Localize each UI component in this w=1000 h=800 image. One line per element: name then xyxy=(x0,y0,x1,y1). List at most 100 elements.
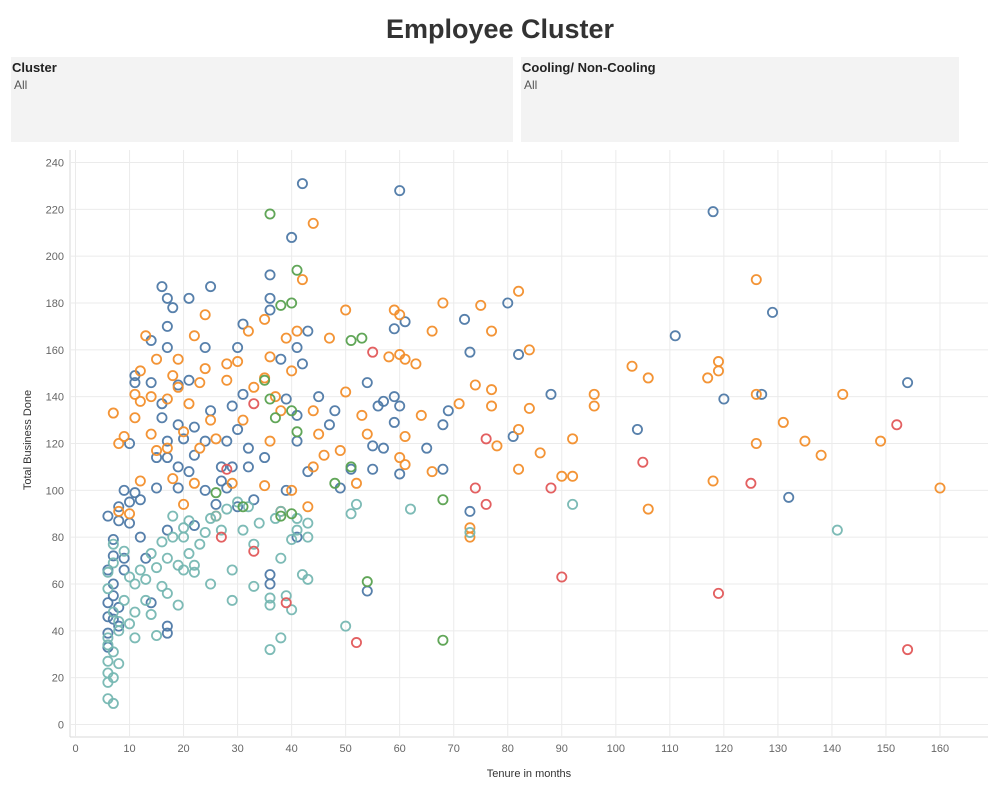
data-point[interactable] xyxy=(124,508,136,520)
data-point[interactable] xyxy=(113,501,125,513)
data-point[interactable] xyxy=(642,372,654,384)
data-point[interactable] xyxy=(837,388,849,400)
data-point[interactable] xyxy=(172,381,184,393)
data-point[interactable] xyxy=(259,452,271,464)
data-point[interactable] xyxy=(399,459,411,471)
data-point[interactable] xyxy=(107,646,119,658)
cluster-filter[interactable]: Cluster All xyxy=(11,57,513,142)
data-point[interactable] xyxy=(712,365,724,377)
data-point[interactable] xyxy=(124,437,136,449)
data-point[interactable] xyxy=(286,484,298,496)
data-point[interactable] xyxy=(712,587,724,599)
data-point[interactable] xyxy=(102,597,114,609)
data-point[interactable] xyxy=(215,524,227,536)
data-point[interactable] xyxy=(248,580,260,592)
data-point[interactable] xyxy=(194,377,206,389)
data-point[interactable] xyxy=(188,421,200,433)
data-point[interactable] xyxy=(221,463,233,475)
data-point[interactable] xyxy=(161,435,173,447)
data-point[interactable] xyxy=(178,498,190,510)
data-point[interactable] xyxy=(361,576,373,588)
data-point[interactable] xyxy=(275,552,287,564)
data-point[interactable] xyxy=(486,400,498,412)
data-point[interactable] xyxy=(502,297,514,309)
data-point[interactable] xyxy=(534,447,546,459)
data-point[interactable] xyxy=(107,550,119,562)
data-point[interactable] xyxy=(151,452,163,464)
data-point[interactable] xyxy=(523,402,535,414)
data-point[interactable] xyxy=(750,274,762,286)
data-point[interactable] xyxy=(232,356,244,368)
cluster-filter-value[interactable]: All xyxy=(14,78,28,92)
data-point[interactable] xyxy=(367,346,379,358)
data-point[interactable] xyxy=(161,320,173,332)
data-point[interactable] xyxy=(102,632,114,644)
data-point[interactable] xyxy=(205,414,217,426)
data-point[interactable] xyxy=(318,449,330,461)
data-point[interactable] xyxy=(178,426,190,438)
data-point[interactable] xyxy=(394,309,406,321)
data-point[interactable] xyxy=(372,400,384,412)
data-point[interactable] xyxy=(345,508,357,520)
data-point[interactable] xyxy=(226,461,238,473)
data-point[interactable] xyxy=(140,594,152,606)
data-point[interactable] xyxy=(361,585,373,597)
data-point[interactable] xyxy=(188,559,200,571)
data-point[interactable] xyxy=(377,442,389,454)
data-point[interactable] xyxy=(264,208,276,220)
data-point[interactable] xyxy=(161,341,173,353)
data-point[interactable] xyxy=(161,627,173,639)
cooling-filter-value[interactable]: All xyxy=(524,78,538,92)
data-point[interactable] xyxy=(475,299,487,311)
data-point[interactable] xyxy=(167,473,179,485)
data-point[interactable] xyxy=(102,583,114,595)
data-point[interactable] xyxy=(118,564,130,576)
data-point[interactable] xyxy=(902,377,914,389)
data-point[interactable] xyxy=(242,461,254,473)
data-point[interactable] xyxy=(291,435,303,447)
data-point[interactable] xyxy=(631,423,643,435)
data-point[interactable] xyxy=(124,571,136,583)
data-point[interactable] xyxy=(513,463,525,475)
data-point[interactable] xyxy=(286,297,298,309)
data-point[interactable] xyxy=(523,344,535,356)
data-point[interactable] xyxy=(269,512,281,524)
data-point[interactable] xyxy=(183,466,195,478)
data-point[interactable] xyxy=(118,484,130,496)
data-point[interactable] xyxy=(210,510,222,522)
data-point[interactable] xyxy=(156,281,168,293)
data-point[interactable] xyxy=(188,449,200,461)
data-point[interactable] xyxy=(799,435,811,447)
data-point[interactable] xyxy=(124,618,136,630)
data-point[interactable] xyxy=(323,332,335,344)
data-point[interactable] xyxy=(712,356,724,368)
data-point[interactable] xyxy=(777,416,789,428)
data-point[interactable] xyxy=(129,606,141,618)
data-point[interactable] xyxy=(172,419,184,431)
data-point[interactable] xyxy=(161,620,173,632)
data-point[interactable] xyxy=(323,419,335,431)
data-point[interactable] xyxy=(161,452,173,464)
data-point[interactable] xyxy=(567,470,579,482)
data-point[interactable] xyxy=(124,496,136,508)
data-point[interactable] xyxy=(118,545,130,557)
data-point[interactable] xyxy=(172,353,184,365)
data-point[interactable] xyxy=(183,515,195,527)
data-point[interactable] xyxy=(345,461,357,473)
data-point[interactable] xyxy=(902,644,914,656)
data-point[interactable] xyxy=(167,510,179,522)
data-point[interactable] xyxy=(107,557,119,569)
data-point[interactable] xyxy=(107,590,119,602)
cooling-filter[interactable]: Cooling/ Non-Cooling All xyxy=(521,57,959,142)
data-point[interactable] xyxy=(388,416,400,428)
data-point[interactable] xyxy=(707,206,719,218)
data-point[interactable] xyxy=(113,658,125,670)
data-point[interactable] xyxy=(383,351,395,363)
data-point[interactable] xyxy=(199,363,211,375)
data-point[interactable] xyxy=(188,477,200,489)
data-point[interactable] xyxy=(291,264,303,276)
data-point[interactable] xyxy=(102,655,114,667)
data-point[interactable] xyxy=(151,482,163,494)
data-point[interactable] xyxy=(264,351,276,363)
data-point[interactable] xyxy=(161,292,173,304)
